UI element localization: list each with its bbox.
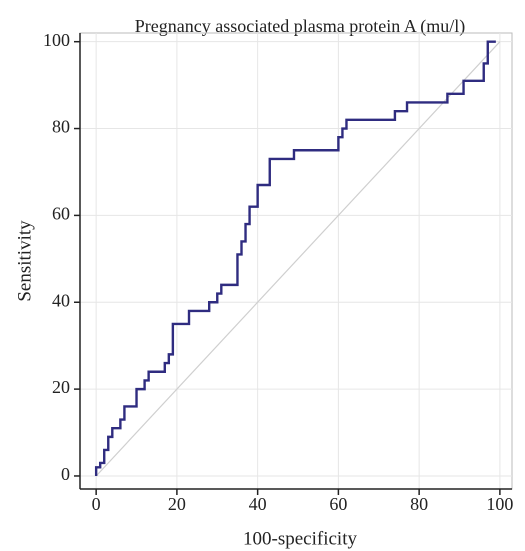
- chart-title: Pregnancy associated plasma protein A (m…: [135, 16, 465, 37]
- y-axis-label: Sensitivity: [14, 220, 35, 302]
- x-tick-label: 0: [92, 494, 101, 514]
- y-tick-label: 100: [43, 30, 70, 50]
- x-axis-label: 100-specificity: [243, 528, 357, 549]
- y-tick-label: 80: [52, 117, 70, 137]
- x-tick-label: 60: [329, 494, 347, 514]
- x-tick-label: 40: [249, 494, 267, 514]
- x-tick-label: 80: [410, 494, 428, 514]
- roc-curve: [94, 40, 496, 476]
- x-tick-label: 100: [486, 494, 513, 514]
- y-tick-label: 40: [52, 290, 70, 310]
- x-tick-label: 20: [168, 494, 186, 514]
- y-tick-label: 20: [52, 377, 70, 397]
- reference-diagonal: [95, 41, 501, 477]
- y-tick-label: 0: [61, 464, 70, 484]
- y-tick-label: 60: [52, 204, 70, 224]
